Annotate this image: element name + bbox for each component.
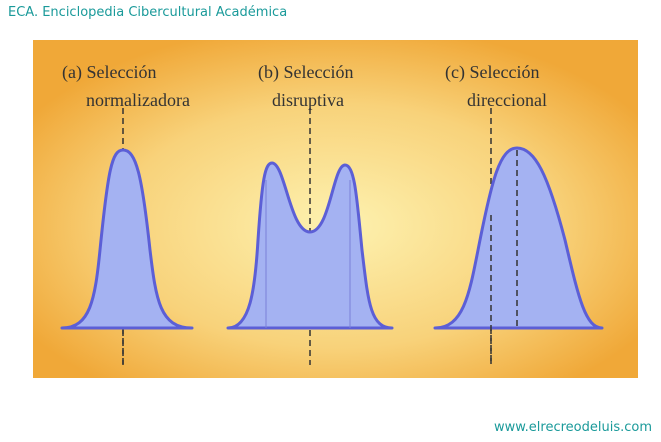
distribution-curve [60, 148, 194, 330]
footer-url: www.elrecreodeluis.com [494, 420, 652, 435]
panel-label: normalizadora [86, 90, 190, 110]
panel-label: direccional [467, 90, 547, 110]
panel-label: (c) Selección [445, 62, 539, 83]
panel-label: (a) Selección [62, 62, 156, 83]
distribution-curve [433, 146, 604, 330]
header-title: ECA. Enciclopedia Cibercultural Académic… [8, 5, 287, 20]
panel-label: (b) Selección [258, 62, 353, 83]
panel-label: disruptiva [272, 90, 344, 110]
distribution-curve [226, 161, 394, 330]
